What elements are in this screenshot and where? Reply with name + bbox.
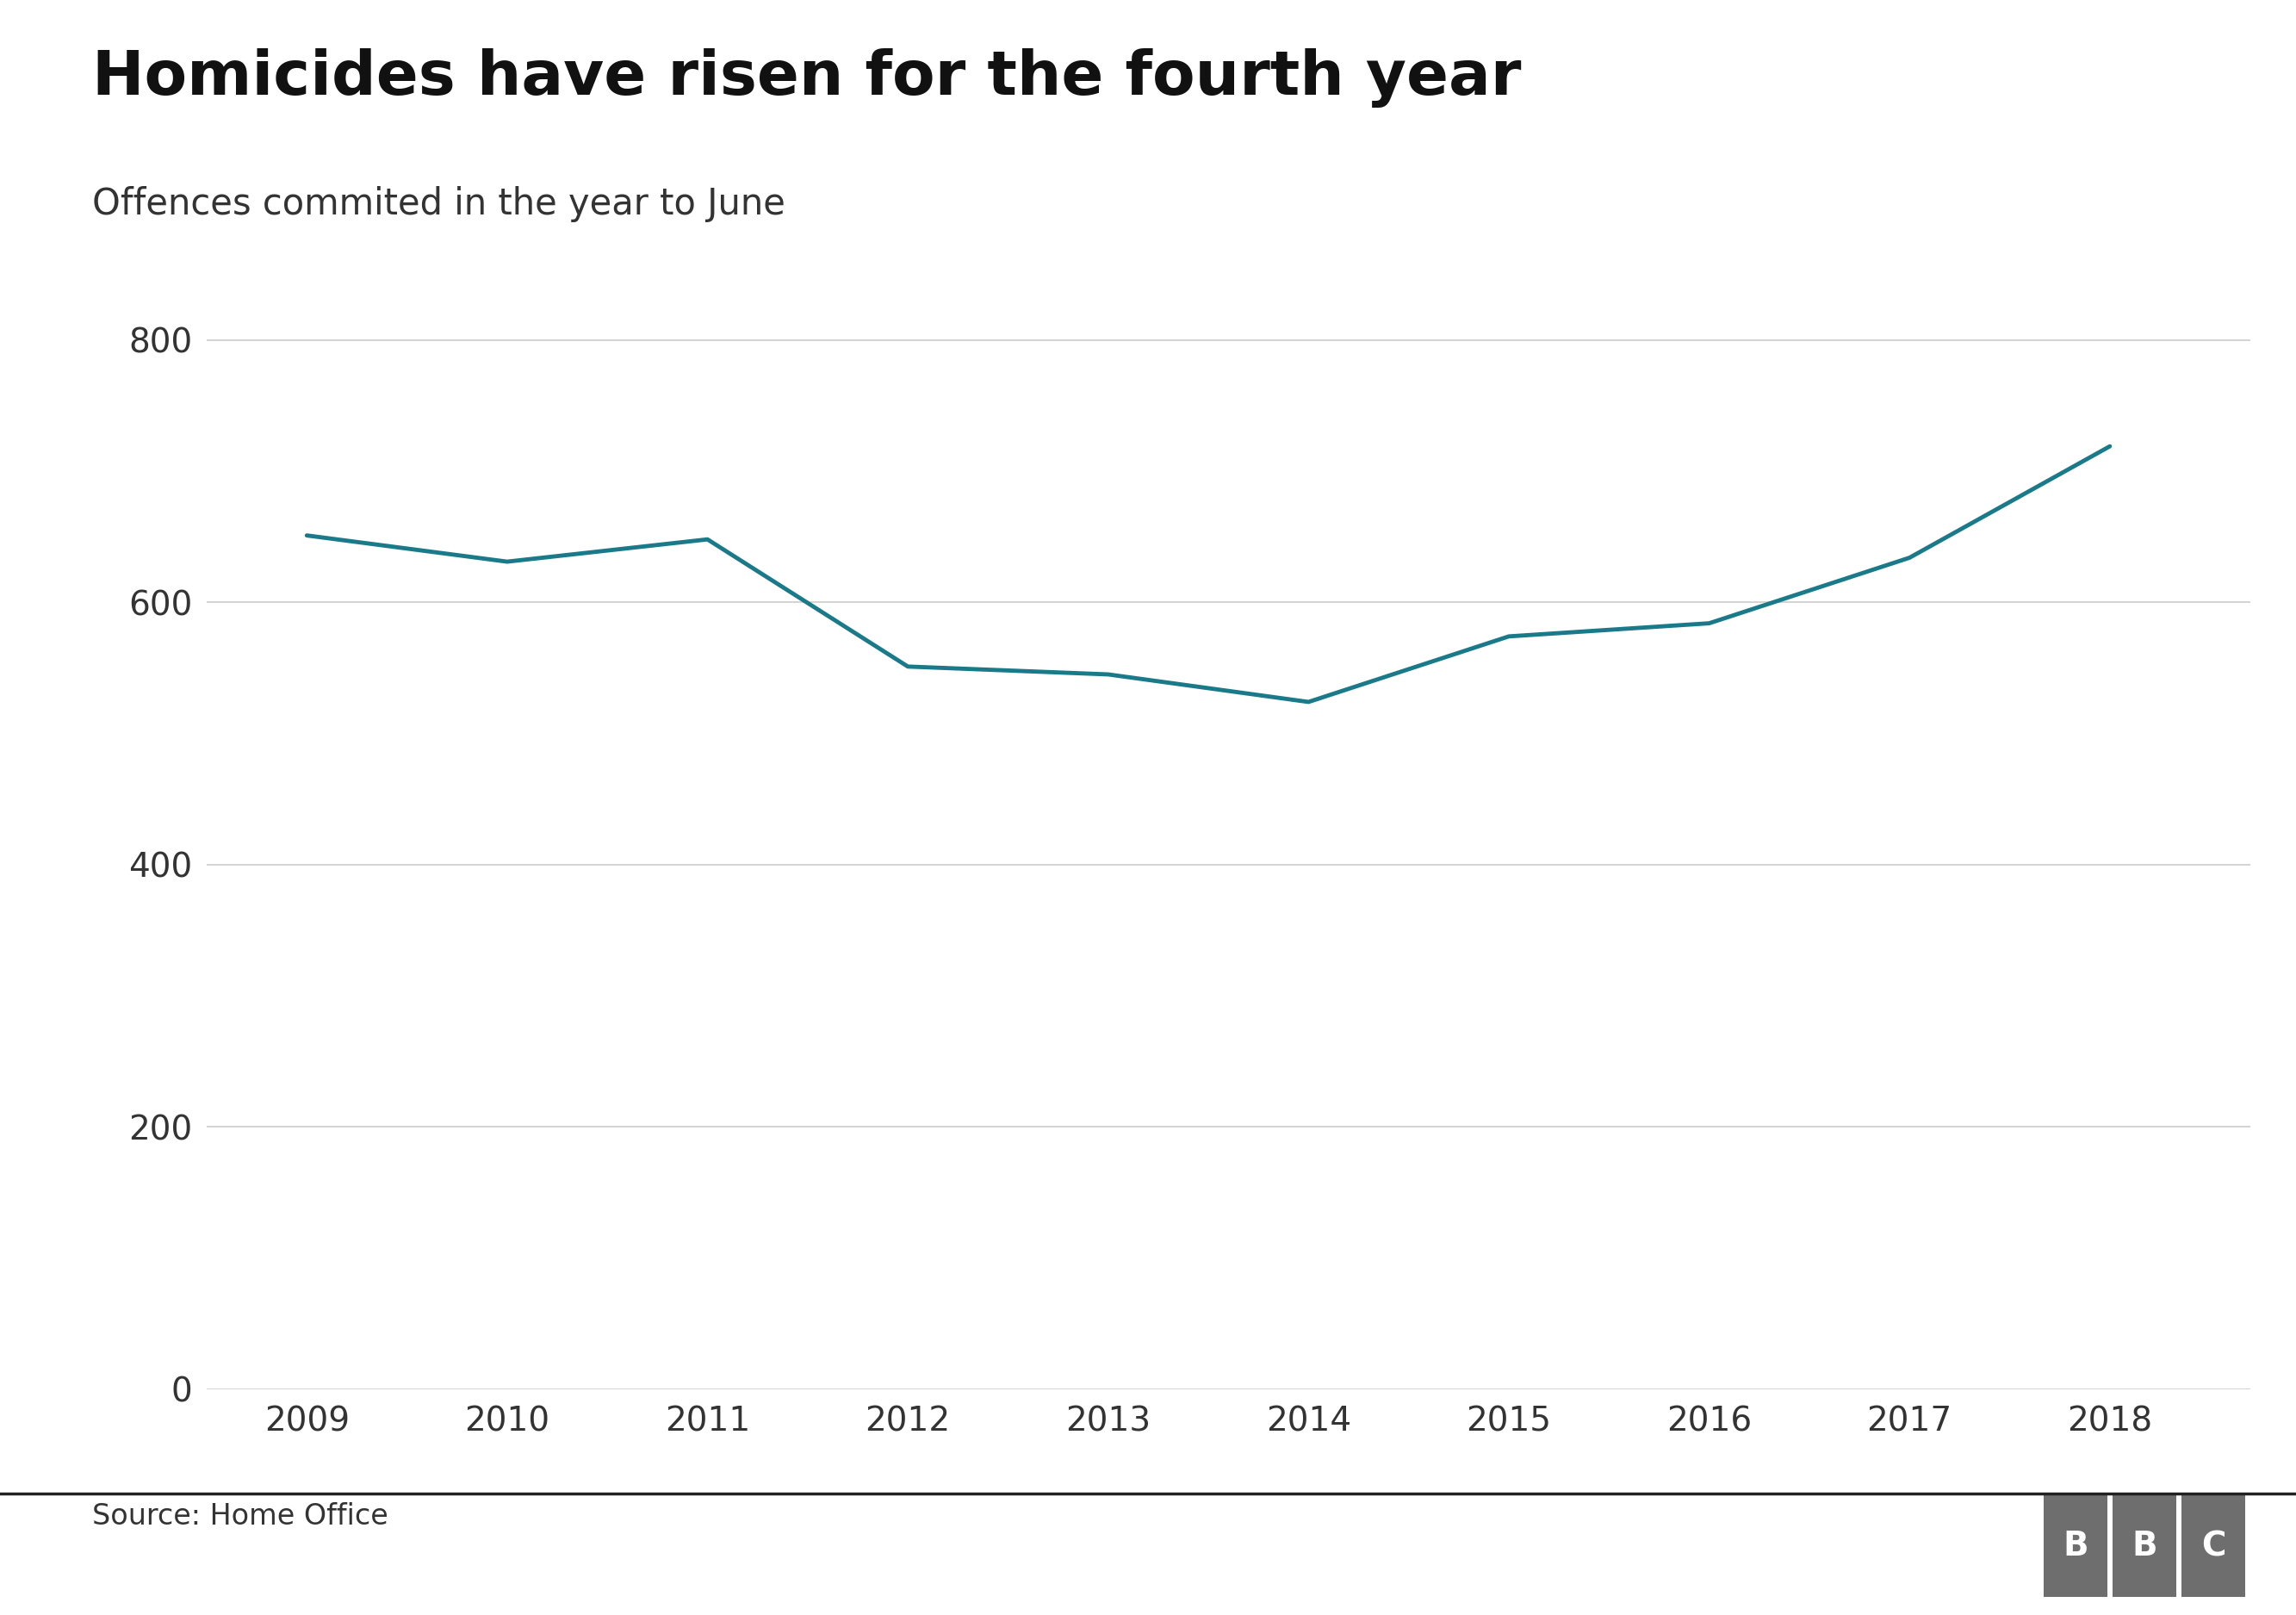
Text: C: C [2202, 1529, 2225, 1563]
Text: B: B [2131, 1529, 2158, 1563]
Text: Source: Home Office: Source: Home Office [92, 1502, 388, 1531]
Text: B: B [2062, 1529, 2089, 1563]
Text: Offences commited in the year to June: Offences commited in the year to June [92, 186, 785, 221]
Text: Homicides have risen for the fourth year: Homicides have risen for the fourth year [92, 48, 1520, 108]
